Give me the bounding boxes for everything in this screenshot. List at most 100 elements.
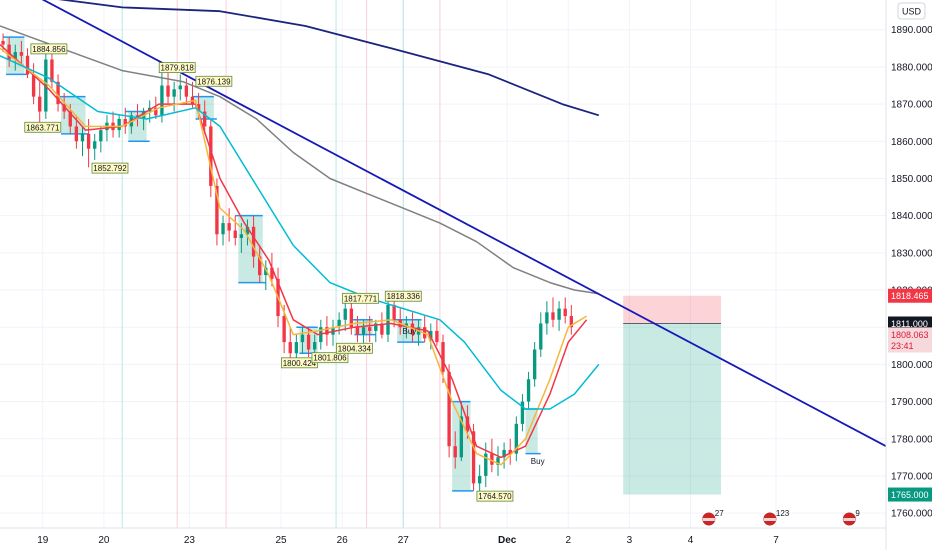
- candle-body: [31, 74, 36, 97]
- candle-body: [545, 312, 549, 324]
- candle-body: [349, 308, 354, 328]
- economic-events[interactable]: 27 123 9: [701, 509, 861, 527]
- pivot-label: 1804.334: [338, 344, 372, 353]
- y-tick-label: 1760.000: [891, 509, 932, 520]
- candle-body: [233, 230, 237, 238]
- price-tag: [888, 327, 932, 342]
- candle-body: [520, 401, 525, 424]
- buy-label: Buy: [531, 457, 545, 466]
- candle-body: [68, 111, 72, 127]
- pivot-label: 1801.806: [313, 354, 347, 363]
- candle-body: [50, 59, 54, 82]
- x-tick-label: 4: [688, 535, 694, 546]
- candle-body: [215, 185, 219, 235]
- pivot-label-box: [91, 162, 129, 174]
- pivot-label: 1876.139: [197, 77, 231, 86]
- candle-body: [13, 52, 17, 60]
- candle-body: [374, 323, 378, 331]
- pivot-label-box: [30, 43, 68, 55]
- candle-body: [496, 457, 500, 465]
- candle-body: [80, 133, 85, 142]
- candle-body: [429, 330, 433, 339]
- price-tag-label: 1808.063: [891, 330, 929, 340]
- candle-body: [337, 319, 341, 328]
- x-tick-label: 7: [773, 535, 779, 546]
- x-tick-label: 27: [398, 535, 410, 546]
- candle-body: [313, 342, 317, 350]
- pivot-label-box: [24, 121, 62, 133]
- candle-body: [99, 130, 103, 142]
- candle-body: [325, 327, 329, 335]
- time-axis[interactable]: 19 20 23 25 26 27 Dec 2 3 4 7: [37, 535, 779, 546]
- candle-body: [367, 327, 372, 331]
- pivot-label: 1863.771: [26, 123, 60, 132]
- price-tag: [888, 338, 932, 353]
- candle-body: [477, 475, 482, 484]
- price-tag-label: 23:41: [891, 341, 914, 351]
- candle-body: [19, 52, 24, 56]
- buy-label: Buy: [402, 327, 416, 336]
- candle-body: [294, 342, 299, 354]
- candle-body: [117, 118, 121, 131]
- candle-body: [62, 104, 66, 112]
- candle-body: [196, 104, 201, 112]
- candle-body: [288, 342, 292, 354]
- candle-body: [251, 226, 256, 257]
- y-tick-label: 1860.000: [891, 137, 932, 148]
- x-tick-label: 3: [627, 535, 633, 546]
- price-tag: [888, 288, 932, 303]
- event-flag-stripe: [702, 518, 715, 521]
- candle-body: [306, 334, 311, 350]
- candle-body: [154, 107, 158, 116]
- candle-body: [361, 327, 366, 335]
- y-tick-label: 1830.000: [891, 248, 932, 259]
- pivot-label-box: [158, 62, 196, 74]
- candle-body: [166, 85, 170, 97]
- event-count: 123: [776, 509, 790, 518]
- candle-body: [282, 316, 286, 343]
- candle-body: [123, 118, 127, 127]
- short-position-tool[interactable]: [623, 295, 722, 495]
- candle-body: [557, 308, 561, 320]
- candle-body: [380, 323, 384, 335]
- currency-button[interactable]: USD: [897, 2, 926, 20]
- candle-body: [300, 334, 305, 343]
- y-tick-label: 1780.000: [891, 434, 932, 445]
- pivot-label-box: [335, 342, 373, 354]
- currency-label: USD: [902, 7, 922, 17]
- pivot-label-box: [195, 75, 233, 87]
- candle-body: [178, 85, 182, 90]
- session-markers: [121, 0, 441, 528]
- price-tag: [888, 316, 932, 331]
- event-flag-stripe: [843, 518, 856, 521]
- y-tick-label: 1880.000: [891, 62, 932, 73]
- price-tag-label: 1765.000: [891, 490, 929, 500]
- pivot-label-box: [476, 490, 514, 502]
- candle-body: [392, 304, 396, 320]
- pivot-label-box: [311, 352, 349, 364]
- series-line: [0, 25, 599, 295]
- candle-body: [435, 330, 439, 343]
- pivot-label: 1884.856: [32, 45, 66, 54]
- candle-body: [184, 85, 189, 97]
- series-line: [0, 44, 588, 459]
- x-tick-label: 2: [565, 535, 571, 546]
- x-tick-label: 23: [184, 535, 196, 546]
- candle-body: [74, 126, 79, 142]
- candle-body: [258, 256, 262, 276]
- range-box: [525, 409, 538, 454]
- candle-body: [551, 312, 555, 320]
- y-tick-label: 1890.000: [891, 25, 932, 36]
- y-tick-label: 1800.000: [891, 360, 932, 371]
- x-tick-label: 20: [98, 535, 110, 546]
- candle-body: [38, 96, 42, 112]
- x-tick-label: 19: [37, 535, 49, 546]
- candle-body: [526, 379, 531, 402]
- candle-body: [563, 308, 567, 317]
- candle-body: [239, 234, 244, 238]
- x-tick-label: Dec: [498, 535, 517, 546]
